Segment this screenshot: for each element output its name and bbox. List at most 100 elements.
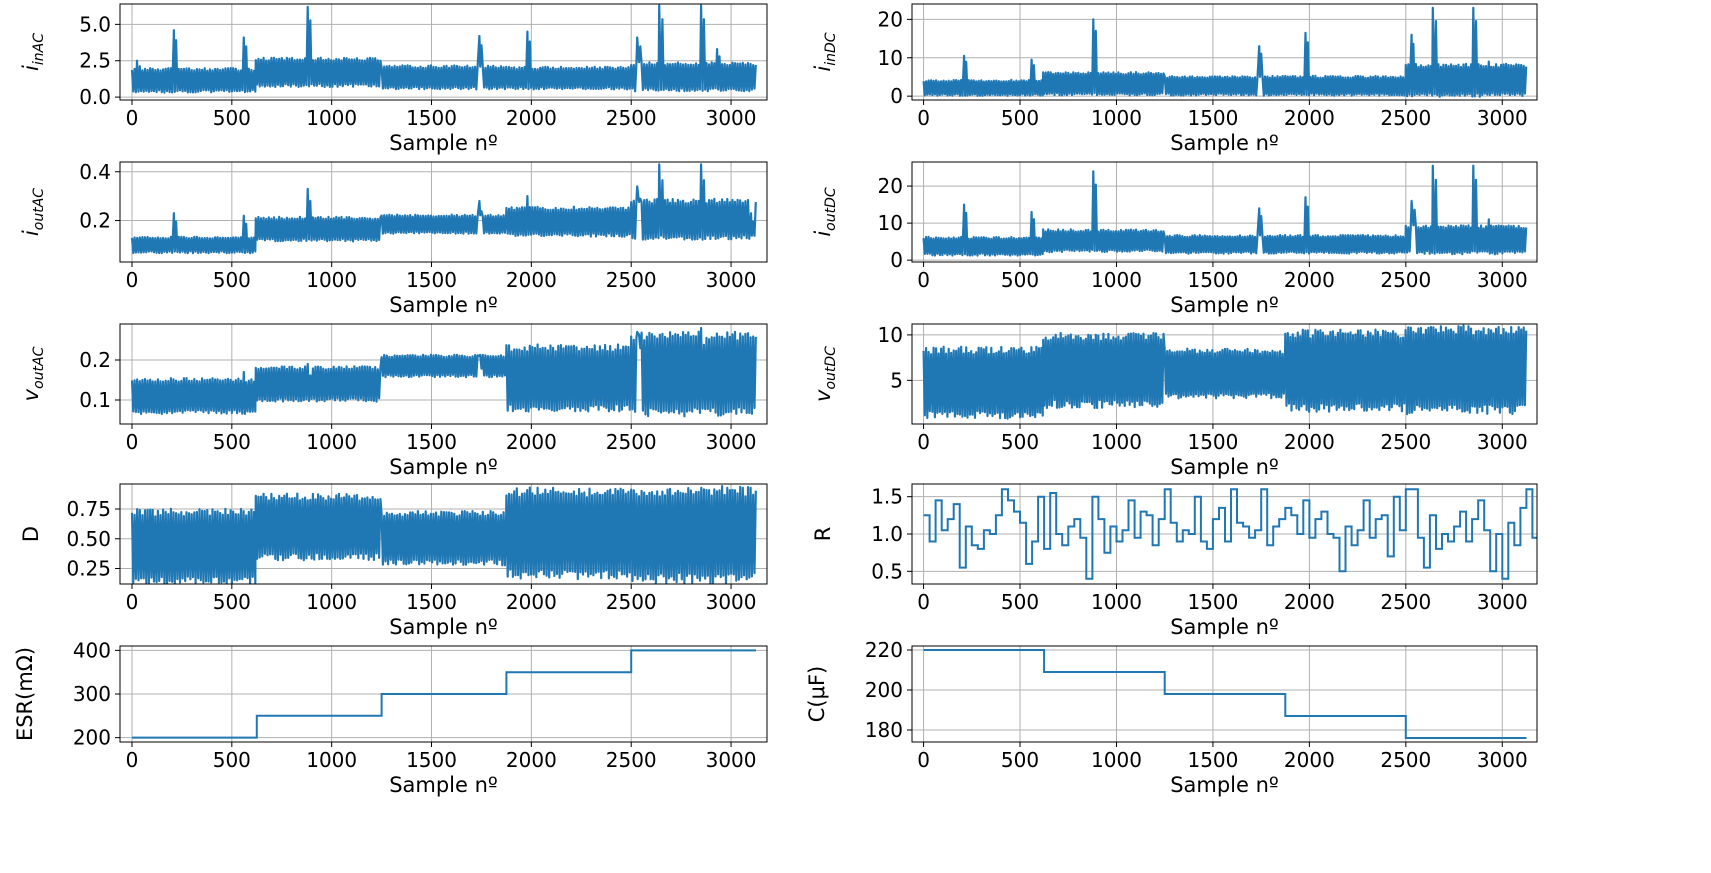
series-line-iinDC bbox=[922, 6, 1528, 98]
x-tick-label: 0 bbox=[126, 748, 139, 772]
y-axis-label: iinDC bbox=[811, 32, 839, 71]
x-tick-label: 1500 bbox=[1187, 590, 1238, 614]
x-tick-label: 3000 bbox=[1477, 590, 1528, 614]
y-tick-label: 5.0 bbox=[79, 12, 111, 36]
series-line-voutDC bbox=[922, 324, 1528, 420]
y-axis-label: ioutDC bbox=[811, 187, 839, 237]
axes-frame bbox=[119, 3, 768, 101]
y-tick-label: 220 bbox=[865, 638, 903, 662]
x-tick-label: 2500 bbox=[606, 430, 657, 454]
panel-voutDC: 0 500 1000 1500 2000 2500 3000 5 10 Sample nº vout… bbox=[811, 323, 1538, 479]
y-tick-label: 0 bbox=[890, 248, 903, 272]
x-tick-label: 2500 bbox=[1380, 430, 1431, 454]
y-tick-label: 180 bbox=[865, 718, 903, 742]
y-tick-label: 20 bbox=[878, 7, 903, 31]
x-tick-label: 1000 bbox=[306, 106, 357, 130]
y-tick-label: 0.2 bbox=[79, 209, 111, 233]
x-tick-label: 1500 bbox=[1187, 430, 1238, 454]
panel-R: 0 500 1000 1500 2000 2500 3000 0.5 1.0 1.5 Sample … bbox=[811, 483, 1538, 639]
x-tick-label: 2000 bbox=[1284, 590, 1335, 614]
y-axis-label: iinAC bbox=[19, 33, 47, 71]
y-tick-label: 1.5 bbox=[871, 485, 903, 509]
y-axis-label: voutAC bbox=[19, 346, 47, 401]
x-tick-label: 1000 bbox=[1091, 268, 1142, 292]
x-tick-label: 1000 bbox=[306, 268, 357, 292]
axes-frame bbox=[911, 323, 1538, 425]
panel-ioutAC: 0 500 1000 1500 2000 2500 3000 0.2 0.4 Sample nº i… bbox=[19, 160, 768, 317]
axes-frame bbox=[119, 483, 768, 585]
x-tick-label: 3000 bbox=[706, 106, 757, 130]
y-tick-label: 0.5 bbox=[871, 559, 903, 583]
x-tick-label: 2000 bbox=[1284, 430, 1335, 454]
x-tick-label: 500 bbox=[1001, 268, 1039, 292]
x-tick-label: 2000 bbox=[1284, 748, 1335, 772]
x-tick-label: 1500 bbox=[406, 430, 457, 454]
panel-iinDC: 0 500 1000 1500 2000 2500 3000 0 10 20 Sample nº ii… bbox=[811, 3, 1538, 155]
x-tick-label: 1500 bbox=[406, 590, 457, 614]
y-tick-label: 0 bbox=[890, 84, 903, 108]
x-tick-label: 3000 bbox=[1477, 430, 1528, 454]
y-tick-label: 0.75 bbox=[66, 497, 111, 521]
axes-frame bbox=[911, 161, 1538, 263]
x-tick-label: 2500 bbox=[606, 106, 657, 130]
panel-iinAC: 0 500 1000 1500 2000 2500 3000 0.0 2.5 5.0 Sample … bbox=[19, 3, 768, 155]
x-tick-label: 2500 bbox=[606, 748, 657, 772]
x-axis-label: Sample nº bbox=[389, 293, 498, 317]
x-axis-label: Sample nº bbox=[1170, 455, 1279, 479]
axes-frame bbox=[911, 645, 1538, 743]
x-tick-label: 500 bbox=[213, 748, 251, 772]
y-tick-label: 0.2 bbox=[79, 348, 111, 372]
x-tick-label: 500 bbox=[1001, 430, 1039, 454]
x-tick-label: 0 bbox=[126, 590, 139, 614]
series-step-C bbox=[923, 649, 1527, 739]
x-axis-label: Sample nº bbox=[1170, 293, 1279, 317]
y-tick-label: 10 bbox=[878, 211, 903, 235]
y-tick-label: 400 bbox=[73, 638, 111, 662]
x-tick-label: 1000 bbox=[306, 748, 357, 772]
series-line-ioutAC bbox=[130, 163, 757, 255]
x-tick-label: 2500 bbox=[606, 268, 657, 292]
x-tick-label: 2500 bbox=[1380, 106, 1431, 130]
x-tick-label: 0 bbox=[917, 268, 930, 292]
x-axis-label: Sample nº bbox=[389, 131, 498, 155]
x-axis-label: Sample nº bbox=[389, 773, 498, 797]
x-axis-label: Sample nº bbox=[389, 615, 498, 639]
x-tick-label: 1500 bbox=[406, 268, 457, 292]
x-tick-label: 3000 bbox=[706, 268, 757, 292]
y-tick-label: 0.25 bbox=[66, 557, 111, 581]
series-line-iinAC bbox=[130, 4, 757, 94]
panel-ESR: 0 500 1000 1500 2000 2500 3000 200 300 400 Sample … bbox=[13, 638, 768, 797]
x-tick-label: 500 bbox=[1001, 748, 1039, 772]
axes-frame bbox=[119, 323, 768, 425]
x-tick-label: 2000 bbox=[506, 748, 557, 772]
x-tick-label: 3000 bbox=[1477, 748, 1528, 772]
y-tick-label: 10 bbox=[878, 323, 903, 347]
x-tick-label: 3000 bbox=[1477, 106, 1528, 130]
x-tick-label: 1000 bbox=[1091, 106, 1142, 130]
series-line-ioutDC bbox=[922, 164, 1528, 257]
x-tick-label: 3000 bbox=[1477, 268, 1528, 292]
x-tick-label: 0 bbox=[917, 590, 930, 614]
x-tick-label: 1500 bbox=[406, 748, 457, 772]
x-tick-label: 1500 bbox=[1187, 748, 1238, 772]
y-tick-label: 0.0 bbox=[79, 85, 111, 109]
x-tick-label: 500 bbox=[213, 268, 251, 292]
axes-frame bbox=[119, 161, 768, 263]
series-step-R bbox=[923, 488, 1537, 580]
panel-D: 0 500 1000 1500 2000 2500 3000 0.25 0.50 0.75 Samp… bbox=[19, 483, 768, 639]
series-step-ESR bbox=[132, 649, 756, 739]
x-tick-label: 500 bbox=[213, 430, 251, 454]
x-tick-label: 0 bbox=[126, 268, 139, 292]
y-axis-label: R bbox=[811, 527, 835, 542]
y-tick-label: 200 bbox=[865, 678, 903, 702]
x-axis-label: Sample nº bbox=[389, 455, 498, 479]
series-line-D bbox=[130, 485, 757, 584]
x-tick-label: 3000 bbox=[706, 748, 757, 772]
y-tick-label: 0.4 bbox=[79, 160, 111, 184]
x-tick-label: 0 bbox=[126, 430, 139, 454]
x-tick-label: 2000 bbox=[506, 106, 557, 130]
x-tick-label: 500 bbox=[1001, 106, 1039, 130]
x-tick-label: 1000 bbox=[1091, 748, 1142, 772]
x-tick-label: 0 bbox=[917, 106, 930, 130]
y-tick-label: 10 bbox=[878, 46, 903, 70]
